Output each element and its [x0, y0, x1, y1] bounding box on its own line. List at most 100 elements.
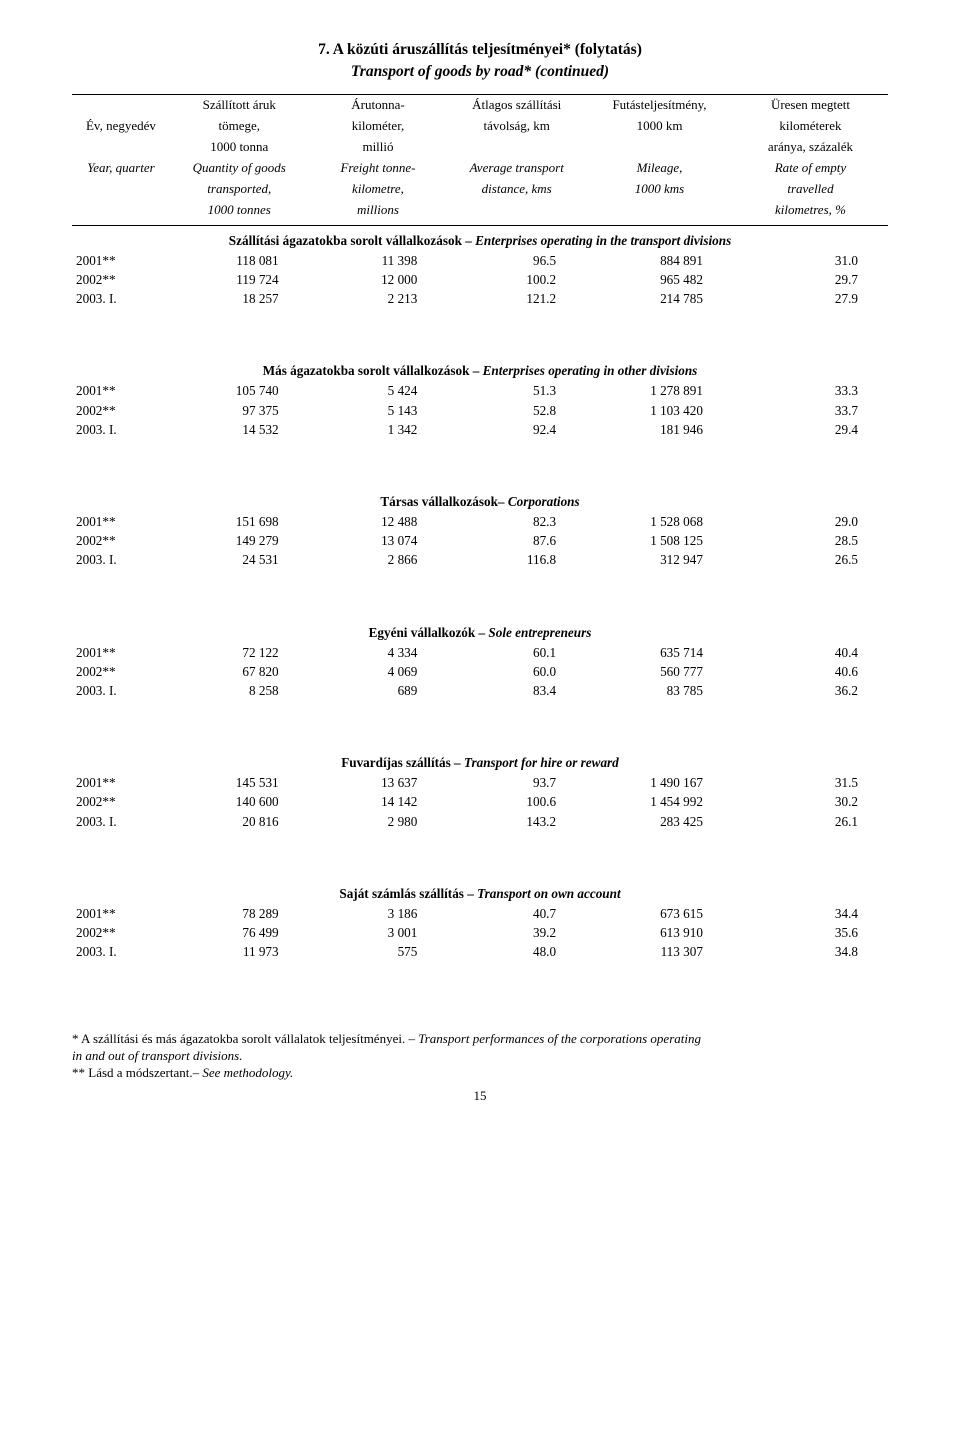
cell-c3: 83.4 — [447, 681, 586, 700]
cell-c0: 2002** — [72, 662, 170, 681]
section-title-hu: Más ágazatokba sorolt vállalkozások – — [263, 363, 483, 378]
section-title: Társas vállalkozások– Corporations — [72, 439, 888, 512]
fn2-hu: ** Lásd a módszertant.– — [72, 1065, 199, 1080]
cell-c0: 2003. I. — [72, 942, 170, 961]
cell-c3: 51.3 — [447, 381, 586, 400]
section-title: Fuvardíjas szállítás – Transport for hir… — [72, 700, 888, 773]
cell-c5: 35.6 — [733, 923, 888, 942]
cell-c5: 34.4 — [733, 904, 888, 923]
cell-c1: 72 122 — [170, 643, 309, 662]
cell-c4: 1 278 891 — [586, 381, 733, 400]
cell-c4: 1 508 125 — [586, 531, 733, 550]
cell-c5: 33.7 — [733, 401, 888, 420]
cell-c1: 105 740 — [170, 381, 309, 400]
cell-c1: 14 532 — [170, 420, 309, 439]
section-title-hu: Társas vállalkozások– — [380, 494, 508, 509]
cell-c2: 11 398 — [309, 251, 448, 270]
cell-c4: 83 785 — [586, 681, 733, 700]
cell-c0: 2001** — [72, 904, 170, 923]
hdr-c5-l0: Üresen megtett — [771, 97, 850, 112]
fn1-en: Transport performances of the corporatio… — [415, 1031, 701, 1046]
cell-c4: 635 714 — [586, 643, 733, 662]
cell-c5: 31.5 — [733, 773, 888, 792]
table-row: 2003. I.11 97357548.0113 30734.8 — [72, 942, 888, 961]
cell-c5: 30.2 — [733, 792, 888, 811]
cell-c1: 78 289 — [170, 904, 309, 923]
table-row: 2001**151 69812 48882.31 528 06829.0 — [72, 512, 888, 531]
cell-c4: 965 482 — [586, 270, 733, 289]
table-row: 2002**76 4993 00139.2613 91035.6 — [72, 923, 888, 942]
cell-c2: 2 866 — [309, 550, 448, 569]
fn1b-en: in and out of transport divisions. — [72, 1048, 888, 1065]
table-row: 2003. I.8 25868983.483 78536.2 — [72, 681, 888, 700]
hdr-c4-l1: 1000 km — [637, 118, 683, 133]
cell-c2: 12 000 — [309, 270, 448, 289]
cell-c3: 52.8 — [447, 401, 586, 420]
cell-c5: 29.7 — [733, 270, 888, 289]
cell-c4: 1 490 167 — [586, 773, 733, 792]
cell-c1: 119 724 — [170, 270, 309, 289]
hdr-c2-l3: Freight tonne- — [340, 160, 415, 175]
cell-c0: 2002** — [72, 401, 170, 420]
cell-c5: 29.4 — [733, 420, 888, 439]
page-title: 7. A közúti áruszállítás teljesítményei*… — [72, 40, 888, 60]
section-title-en: Transport for hire or reward — [464, 755, 619, 770]
cell-c4: 884 891 — [586, 251, 733, 270]
fn1-hu: * A szállítási és más ágazatokba sorolt … — [72, 1031, 415, 1046]
cell-c1: 20 816 — [170, 812, 309, 831]
cell-c4: 613 910 — [586, 923, 733, 942]
cell-c4: 1 528 068 — [586, 512, 733, 531]
cell-c1: 67 820 — [170, 662, 309, 681]
cell-c4: 283 425 — [586, 812, 733, 831]
hdr-c5-l3: Rate of empty — [775, 160, 846, 175]
cell-c3: 143.2 — [447, 812, 586, 831]
cell-c3: 82.3 — [447, 512, 586, 531]
cell-c1: 145 531 — [170, 773, 309, 792]
hdr-c2-l5: millions — [357, 202, 399, 217]
cell-c0: 2001** — [72, 512, 170, 531]
hdr-c0-l3: Year, quarter — [87, 160, 154, 175]
hdr-c1-l1: tömege, — [219, 118, 261, 133]
cell-c2: 5 424 — [309, 381, 448, 400]
cell-c2: 2 980 — [309, 812, 448, 831]
cell-c1: 18 257 — [170, 289, 309, 308]
table-row: 2001**105 7405 42451.31 278 89133.3 — [72, 381, 888, 400]
cell-c1: 97 375 — [170, 401, 309, 420]
cell-c0: 2003. I. — [72, 681, 170, 700]
section-title-en: Enterprises operating in other divisions — [483, 363, 698, 378]
table-row: 2002**140 60014 142100.61 454 99230.2 — [72, 792, 888, 811]
cell-c4: 1 103 420 — [586, 401, 733, 420]
cell-c4: 113 307 — [586, 942, 733, 961]
hdr-c4-l4: 1000 kms — [635, 181, 684, 196]
cell-c5: 28.5 — [733, 531, 888, 550]
table-row: 2002**97 3755 14352.81 103 42033.7 — [72, 401, 888, 420]
cell-c5: 40.6 — [733, 662, 888, 681]
cell-c5: 31.0 — [733, 251, 888, 270]
cell-c5: 33.3 — [733, 381, 888, 400]
hdr-c2-l1: kilométer, — [352, 118, 405, 133]
cell-c0: 2002** — [72, 923, 170, 942]
fn2-en: See methodology. — [199, 1065, 293, 1080]
section-title-hu: Szállítási ágazatokba sorolt vállalkozás… — [229, 233, 475, 248]
cell-c0: 2001** — [72, 251, 170, 270]
hdr-c2-l2: millió — [362, 139, 393, 154]
table-row: 2003. I.20 8162 980143.2283 42526.1 — [72, 812, 888, 831]
cell-c2: 2 213 — [309, 289, 448, 308]
section-title-hu: Saját számlás szállítás – — [339, 886, 477, 901]
cell-c2: 13 637 — [309, 773, 448, 792]
table-row: 2001**118 08111 39896.5884 89131.0 — [72, 251, 888, 270]
cell-c5: 26.5 — [733, 550, 888, 569]
cell-c4: 312 947 — [586, 550, 733, 569]
cell-c5: 26.1 — [733, 812, 888, 831]
cell-c0: 2003. I. — [72, 812, 170, 831]
hdr-c3-l0: Átlagos szállítási — [472, 97, 561, 112]
hdr-c1-l0: Szállított áruk — [203, 97, 276, 112]
section-title-en: Enterprises operating in the transport d… — [475, 233, 731, 248]
cell-c1: 140 600 — [170, 792, 309, 811]
cell-c2: 3 186 — [309, 904, 448, 923]
table-row: 2001**145 53113 63793.71 490 16731.5 — [72, 773, 888, 792]
cell-c3: 116.8 — [447, 550, 586, 569]
cell-c3: 100.2 — [447, 270, 586, 289]
hdr-c1-l2: 1000 tonna — [210, 139, 268, 154]
cell-c0: 2001** — [72, 381, 170, 400]
